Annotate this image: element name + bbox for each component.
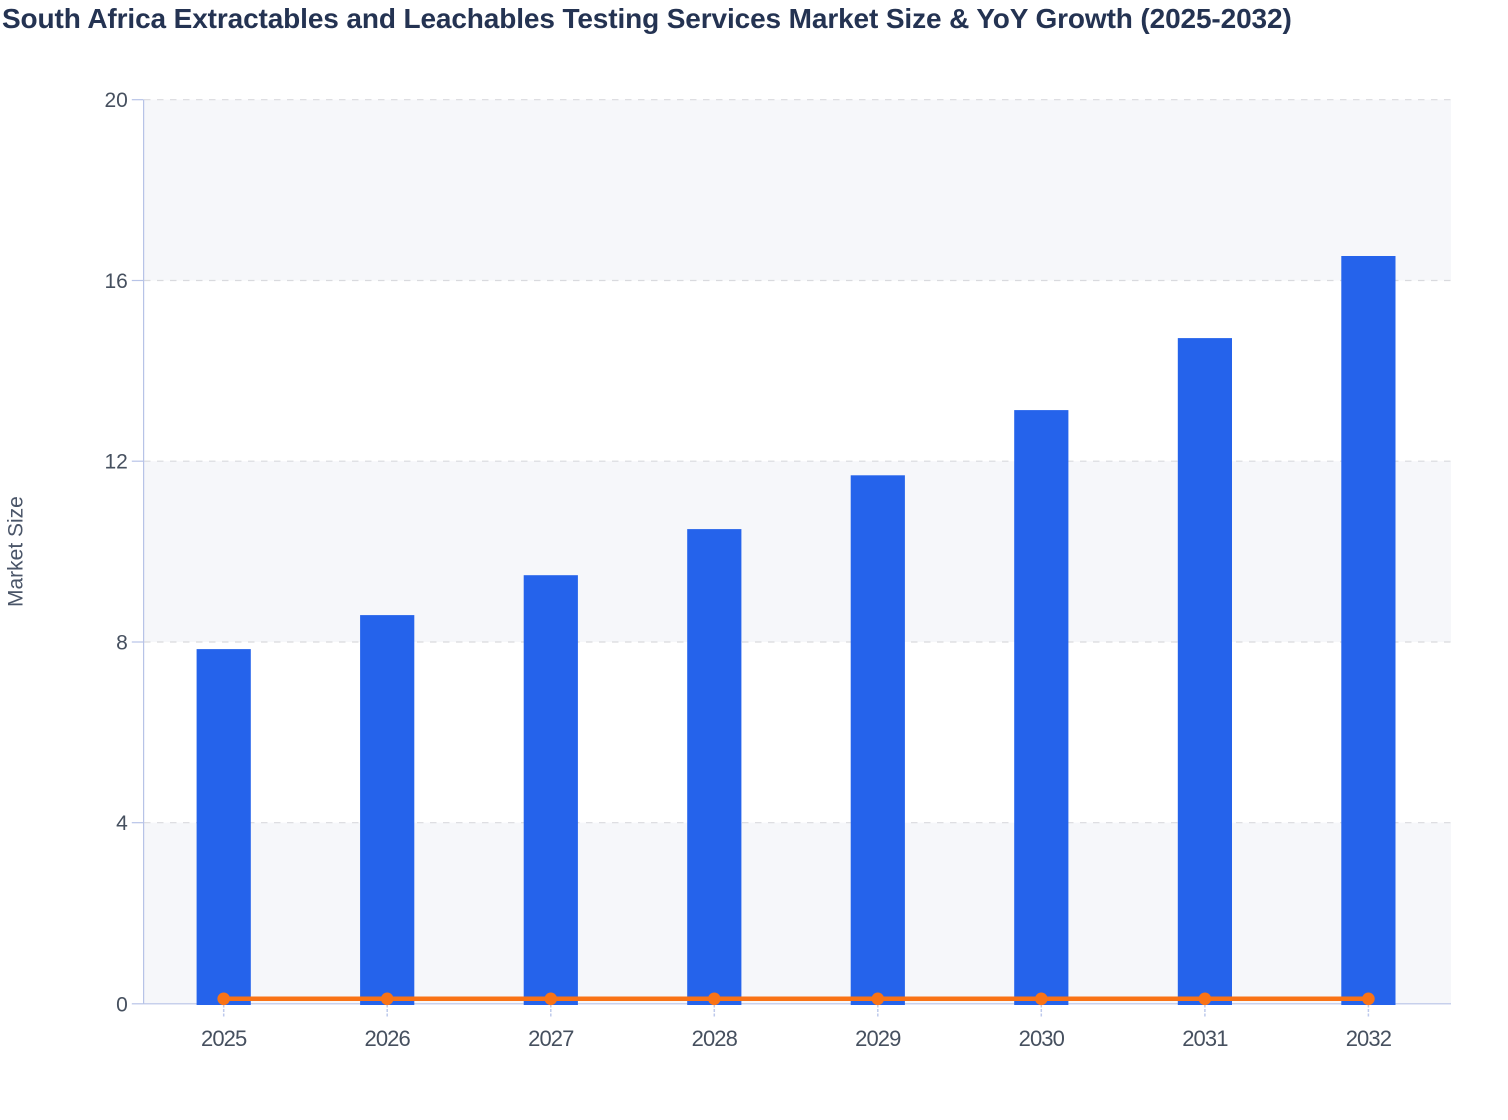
svg-text:2029: 2029 bbox=[855, 1026, 901, 1051]
svg-text:2025: 2025 bbox=[201, 1026, 247, 1051]
svg-text:2032: 2032 bbox=[1346, 1026, 1392, 1051]
svg-text:12: 12 bbox=[104, 451, 127, 474]
svg-text:2030: 2030 bbox=[1019, 1026, 1065, 1051]
svg-text:8: 8 bbox=[116, 632, 128, 655]
svg-text:South Africa Extractables and: South Africa Extractables and Leachables… bbox=[2, 3, 1292, 34]
svg-text:4: 4 bbox=[116, 812, 128, 835]
svg-text:Market Size: Market Size bbox=[5, 496, 28, 607]
svg-text:2031: 2031 bbox=[1182, 1026, 1228, 1051]
svg-text:16: 16 bbox=[104, 270, 127, 293]
svg-text:2026: 2026 bbox=[365, 1026, 411, 1051]
svg-text:2028: 2028 bbox=[692, 1026, 738, 1051]
svg-text:20: 20 bbox=[104, 89, 127, 112]
svg-text:0: 0 bbox=[116, 993, 128, 1016]
svg-text:2027: 2027 bbox=[528, 1026, 574, 1051]
